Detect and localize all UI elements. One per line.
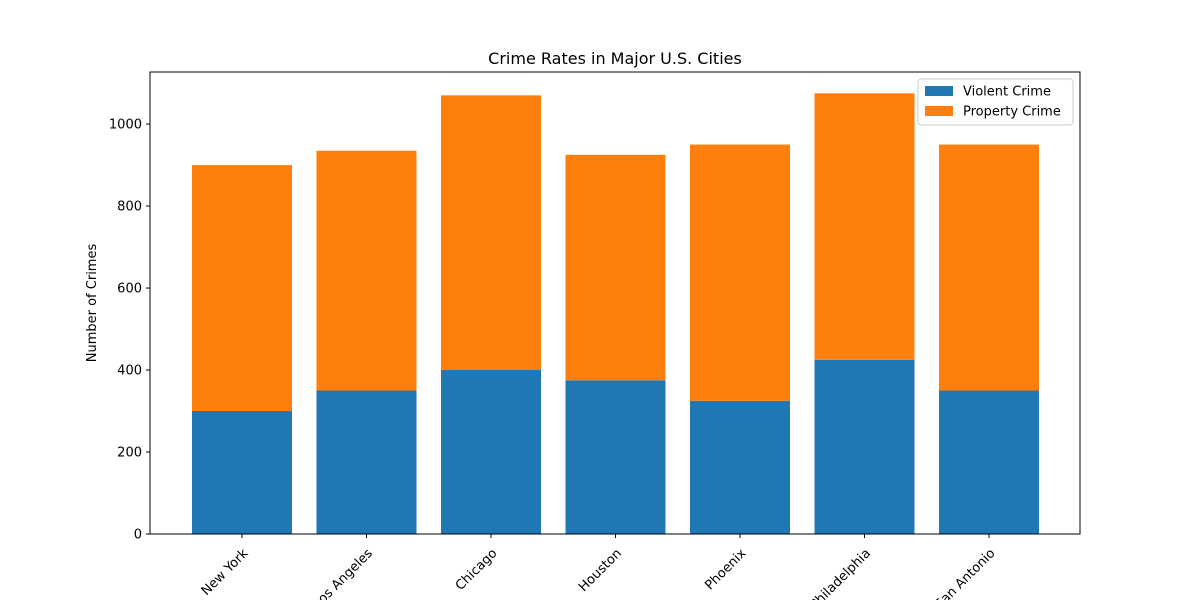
- bar-violent-crime-san-antonio: [939, 390, 1039, 534]
- legend-swatch-violent-crime: [925, 86, 953, 96]
- bar-property-crime-phoenix: [690, 144, 790, 401]
- y-tick-label: 1000: [109, 118, 142, 133]
- y-tick-label: 200: [117, 446, 142, 461]
- x-tick-label-new-york: New York: [199, 546, 252, 599]
- bar-violent-crime-new-york: [192, 411, 292, 534]
- bar-violent-crime-houston: [565, 380, 666, 534]
- chart-title: Crime Rates in Major U.S. Cities: [488, 49, 742, 68]
- plot-frame: [149, 71, 1081, 535]
- x-axis: New York Los Angeles Chicago Houston Phoenix…: [199, 534, 998, 600]
- bar-violent-crime-chicago: [441, 370, 541, 534]
- x-tick-label-houston: Houston: [576, 546, 625, 595]
- bar-property-crime-los-angeles: [316, 150, 417, 391]
- bar-property-crime-san-antonio: [939, 144, 1039, 391]
- bar-violent-crime-los-angeles: [316, 390, 417, 534]
- bar-property-crime-chicago: [441, 95, 541, 371]
- y-tick-label: 800: [117, 200, 142, 215]
- x-tick-label-phoenix: Phoenix: [702, 546, 749, 593]
- y-axis-label: Number of Crimes: [85, 244, 100, 363]
- bar-property-crime-houston: [565, 154, 666, 381]
- legend-label-violent-crime: Violent Crime: [963, 85, 1051, 100]
- bars-group: [192, 93, 1039, 534]
- bar-violent-crime-philadelphia: [814, 359, 915, 534]
- legend-label-property-crime: Property Crime: [963, 105, 1061, 120]
- x-tick-label-philadelphia: Philadelphia: [807, 546, 874, 600]
- legend: Violent Crime Property Crime: [917, 78, 1074, 126]
- y-tick-label: 600: [117, 282, 142, 297]
- y-axis: 0 200 400 600 800 1000: [109, 118, 150, 543]
- legend-swatch-property-crime: [925, 106, 953, 116]
- bar-property-crime-new-york: [192, 165, 292, 412]
- x-tick-label-los-angeles: Los Angeles: [310, 546, 376, 600]
- x-tick-label-chicago: Chicago: [453, 546, 501, 594]
- bar-violent-crime-phoenix: [690, 400, 790, 534]
- y-tick-label: 0: [134, 528, 142, 543]
- bar-property-crime-philadelphia: [814, 93, 915, 360]
- y-tick-label: 400: [117, 364, 142, 379]
- x-tick-label-san-antonio: San Antonio: [932, 546, 998, 600]
- legend-frame: [917, 78, 1074, 126]
